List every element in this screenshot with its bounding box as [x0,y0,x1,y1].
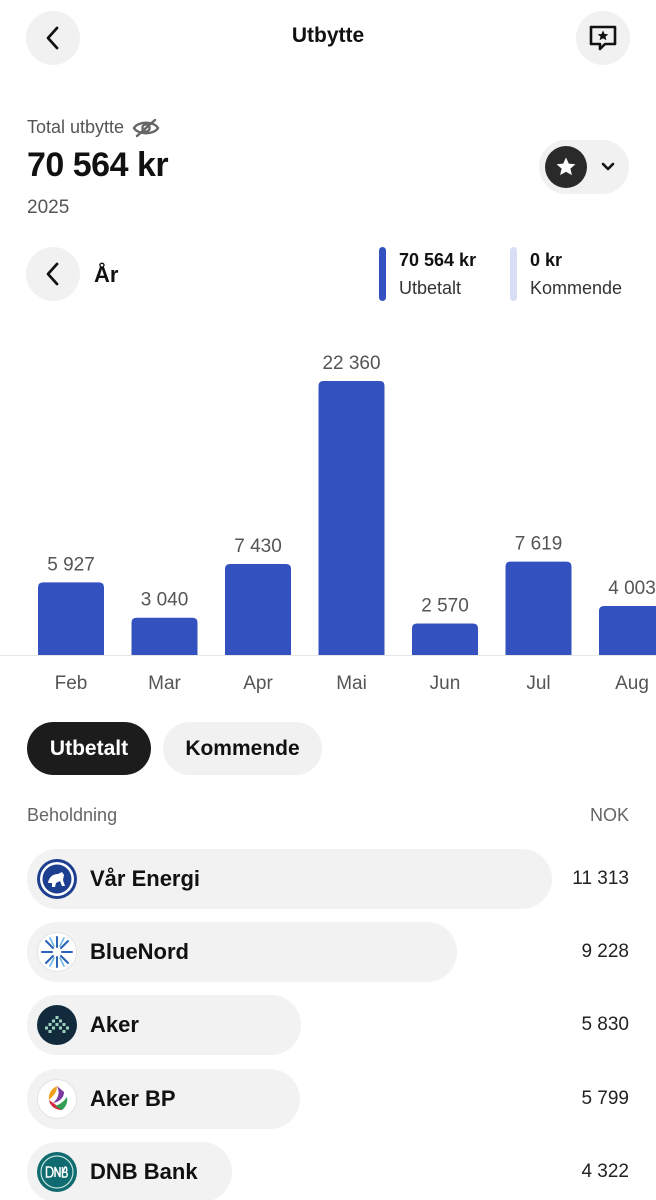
chart-category-label: Jun [430,673,461,694]
tab-upcoming[interactable]: Kommende [163,722,322,775]
feedback-star-icon [589,25,617,51]
chart-bar-jun[interactable] [412,623,478,655]
holding-row-aker-bp[interactable]: Aker BP 5 799 [27,1069,629,1129]
chart-value-label: 3 040 [141,590,189,611]
chart-category-label: Jul [526,673,550,694]
eye-off-icon[interactable] [132,118,160,138]
chart-bar-mai[interactable] [318,381,385,655]
holding-share-bar [27,922,457,982]
chart-bar-mar[interactable] [131,617,198,655]
chart-category-label: Aug [615,673,649,694]
currency-header: NOK [589,805,629,825]
holding-name: DNB Bank [90,1159,198,1184]
holding-value: 11 313 [572,868,629,889]
holding-name: Aker BP [90,1086,176,1111]
feedback-button[interactable] [576,11,630,65]
chart-value-label: 22 360 [322,353,380,374]
legend-swatch [379,247,386,301]
holding-row-var-energi[interactable]: Vår Energi 11 313 [27,849,629,909]
chart-bar-aug[interactable] [599,605,656,655]
chart-bar-apr[interactable] [225,563,291,655]
chart-value-label: 7 430 [234,536,282,557]
holding-name: Vår Energi [90,866,201,891]
total-dividend-value: 70 564 kr [27,146,169,184]
chart-value-label: 2 570 [421,596,469,617]
legend-upcoming-label: Kommende [530,278,623,298]
chevron-left-icon [46,262,59,286]
chart-value-label: 4 003 [608,578,656,599]
bluenord-logo [37,932,77,972]
total-dividend-label: Total utbytte [27,117,160,138]
holdings-header: Beholdning [27,805,118,825]
chart-bar-jul[interactable] [505,561,572,655]
holding-value: 4 322 [581,1161,629,1182]
holding-row-aker[interactable]: Aker 5 830 [27,995,629,1055]
period-label: År [94,262,119,287]
back-button[interactable] [26,11,80,65]
legend-paid-value: 70 564 kr [399,250,477,270]
var-energi-logo [37,859,77,899]
chart-category-label: Mai [336,673,367,694]
holding-share-bar [27,849,552,909]
page-title: Utbytte [291,24,365,47]
chart-value-label: 7 619 [515,534,563,555]
total-label-text: Total utbytte [27,117,125,137]
holding-name: Aker [90,1012,139,1037]
chart-category-label: Mar [148,673,181,694]
chart-category-label: Feb [55,673,88,694]
holding-value: 9 228 [581,941,629,962]
holding-value: 5 799 [581,1088,629,1109]
legend-upcoming-value: 0 kr [530,250,563,270]
favorite-badge [545,146,587,188]
aker-logo [37,1005,77,1045]
chart-category-label: Apr [243,673,273,694]
dividend-bar-chart[interactable]: 5 927 Feb 3 040 Mar 7 430 Apr 22 360 Mai 2 570 Ju… [0,300,656,710]
holding-value: 5 830 [581,1014,629,1035]
aker-bp-logo [37,1079,77,1119]
year-label: 2025 [27,197,70,218]
previous-period-button[interactable] [26,247,80,301]
star-icon [556,157,576,176]
holding-name: BlueNord [90,939,189,964]
chart-bar-feb[interactable] [38,582,104,655]
tab-paid[interactable]: Utbetalt [27,722,151,775]
favorite-dropdown[interactable] [539,140,629,194]
chevron-down-icon [601,162,615,171]
chart-value-label: 5 927 [47,554,95,575]
holding-row-dnb-bank[interactable]: DNB Bank 4 322 [27,1142,629,1200]
legend-paid: 70 564 kr Utbetalt [379,247,476,301]
dnb-logo [37,1152,77,1192]
legend-swatch [510,247,517,301]
holding-row-bluenord[interactable]: BlueNord 9 228 [27,922,629,982]
legend-upcoming: 0 kr Kommende [510,247,622,301]
legend-paid-label: Utbetalt [399,278,462,298]
chevron-left-icon [46,26,59,50]
